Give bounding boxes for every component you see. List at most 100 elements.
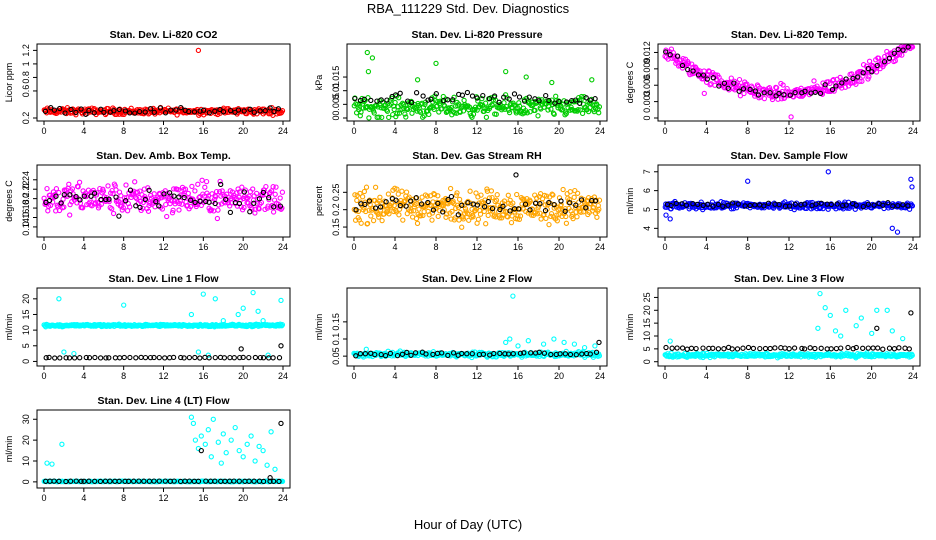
data-point — [383, 199, 389, 205]
data-point — [769, 96, 776, 103]
data-point — [465, 200, 471, 206]
y-tick-label: 0.16 — [21, 209, 31, 227]
data-point — [116, 106, 122, 113]
data-point — [579, 351, 585, 357]
x-tick-label: 24 — [278, 493, 288, 503]
data-point — [812, 345, 818, 352]
data-point — [505, 192, 511, 198]
data-point — [378, 97, 384, 103]
data-point — [757, 345, 763, 352]
data-point — [853, 323, 859, 329]
data-point — [450, 97, 456, 103]
data-point — [353, 353, 359, 359]
data-point — [221, 355, 228, 361]
data-point — [246, 193, 252, 199]
data-point — [369, 55, 376, 61]
data-point — [56, 478, 62, 484]
data-point — [880, 346, 886, 352]
data-point — [88, 193, 94, 199]
data-point — [156, 196, 162, 202]
data-point — [391, 202, 397, 209]
x-tick-label: 12 — [158, 242, 168, 252]
data-point — [270, 184, 276, 190]
data-point — [511, 91, 518, 97]
data-point — [596, 206, 602, 212]
data-point — [442, 103, 448, 109]
data-point — [107, 478, 113, 484]
data-point — [497, 206, 503, 213]
data-point — [838, 345, 844, 351]
data-point — [246, 354, 252, 361]
data-point — [195, 47, 202, 54]
data-point — [908, 176, 914, 182]
panel-title: Stan. Dev. Line 2 Flow — [422, 273, 533, 285]
data-point — [162, 478, 168, 484]
y-tick-label: 0.006 — [642, 74, 652, 97]
data-point — [571, 194, 577, 200]
data-point — [506, 107, 512, 113]
data-point — [668, 202, 674, 209]
data-point — [456, 196, 463, 203]
data-point — [429, 217, 435, 223]
data-point — [475, 216, 482, 222]
data-point — [464, 89, 471, 96]
data-point — [110, 105, 116, 111]
data-point — [213, 188, 220, 195]
y-tick-label: 0.25 — [331, 184, 341, 202]
data-point — [57, 355, 63, 361]
x-tick-label: 16 — [825, 242, 835, 252]
data-point — [352, 192, 358, 198]
data-point — [535, 113, 541, 119]
data-point — [203, 178, 210, 185]
data-point — [735, 201, 741, 207]
data-point — [860, 70, 866, 76]
data-point — [251, 109, 257, 115]
data-point — [164, 213, 170, 220]
data-point — [121, 354, 127, 361]
data-point — [260, 478, 267, 485]
y-tick-label: 5 — [642, 207, 652, 212]
data-point — [891, 346, 898, 352]
x-tick-label: 4 — [81, 126, 86, 136]
data-point — [171, 478, 177, 484]
data-point — [541, 350, 548, 356]
plot-frame — [657, 164, 921, 238]
x-tick-label: 20 — [867, 126, 877, 136]
y-tick-label: 0.18 — [21, 199, 31, 217]
y-tick-label: 0.2 — [21, 192, 31, 205]
data-point — [435, 200, 441, 207]
data-point — [874, 325, 880, 331]
data-point — [137, 198, 144, 205]
data-point — [688, 345, 695, 351]
data-point — [815, 325, 821, 331]
data-point — [448, 193, 455, 200]
data-point — [725, 202, 731, 208]
data-point — [270, 209, 277, 215]
data-point — [227, 209, 234, 216]
data-point — [567, 351, 574, 358]
data-point — [466, 217, 472, 223]
data-point — [556, 98, 562, 105]
data-point — [131, 478, 137, 484]
y-tick-label: 0.003 — [642, 90, 652, 113]
data-point — [78, 478, 84, 484]
data-point — [704, 76, 710, 82]
data-point — [370, 217, 377, 224]
data-point — [176, 194, 182, 200]
data-point — [491, 350, 497, 357]
data-point — [557, 351, 563, 357]
data-point — [710, 203, 716, 209]
x-tick-label: 16 — [825, 126, 835, 136]
data-point — [525, 338, 531, 344]
data-point — [450, 350, 457, 356]
x-tick-label: 20 — [554, 126, 564, 136]
data-point — [536, 349, 542, 355]
data-point — [116, 198, 122, 205]
data-point — [449, 208, 455, 215]
y-tick-label: 0.01 — [331, 82, 341, 100]
data-point — [843, 307, 849, 313]
data-point — [256, 196, 263, 202]
data-point — [679, 62, 686, 69]
data-point — [151, 191, 157, 197]
data-point — [239, 184, 245, 190]
